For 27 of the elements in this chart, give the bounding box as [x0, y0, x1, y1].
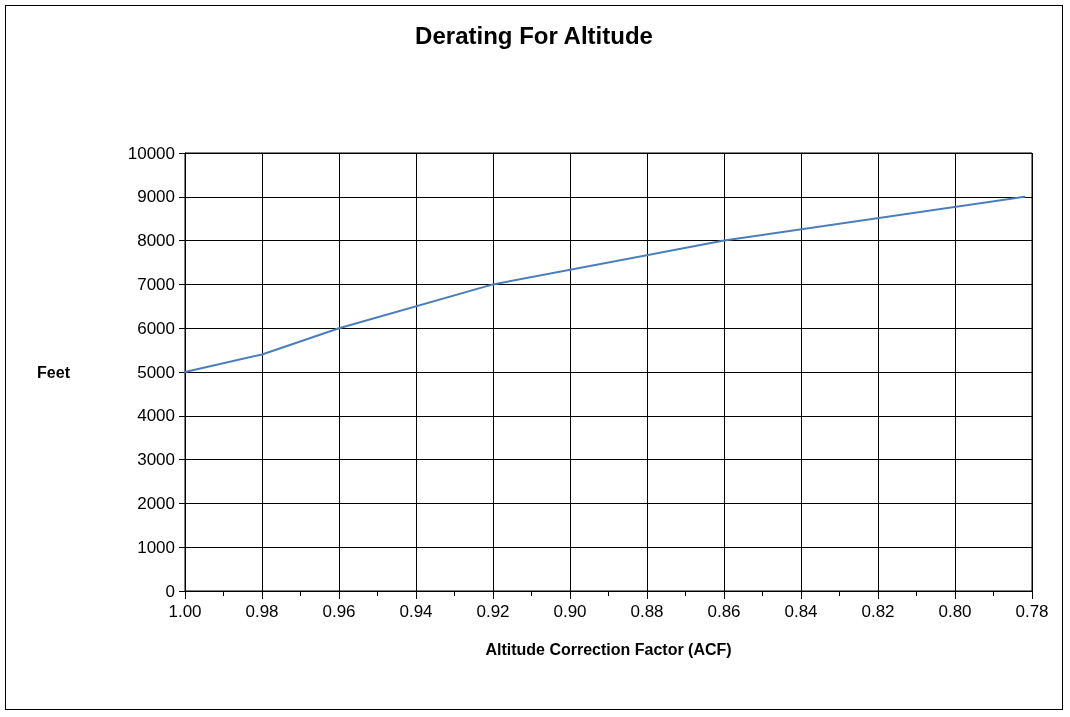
- line-series: [184, 195, 1026, 373]
- y-tick-label: 7000: [137, 274, 175, 294]
- x-tick-label: 0.84: [784, 602, 818, 621]
- y-tick-label: 6000: [137, 318, 175, 338]
- x-tick-label: 0.88: [630, 602, 664, 621]
- x-tick-label: 0.98: [245, 602, 279, 621]
- x-tick-label: 0.92: [476, 602, 510, 621]
- y-tick-label: 1000: [137, 537, 175, 557]
- y-tick-label: 0: [165, 581, 175, 601]
- y-tick-label: 3000: [137, 450, 175, 470]
- y-tick-label: 10000: [127, 143, 175, 163]
- y-tick-label: 2000: [137, 493, 175, 513]
- y-tick-label: 8000: [137, 231, 175, 251]
- y-axis-title: Feet: [37, 363, 71, 381]
- x-tick-label: 0.90: [553, 602, 587, 621]
- y-tick-label: 9000: [137, 187, 175, 207]
- x-tick-label: 0.94: [399, 602, 433, 621]
- chart-title: Derating For Altitude: [415, 21, 653, 49]
- x-tick-label: 0.86: [707, 602, 741, 621]
- x-tick-label: 0.80: [938, 602, 972, 621]
- x-tick-label: 1.00: [168, 602, 202, 621]
- x-tick-label: 0.78: [1015, 602, 1049, 621]
- y-tick-label: 5000: [137, 362, 175, 382]
- y-tick-label: 4000: [137, 406, 175, 426]
- x-tick-label: 0.96: [322, 602, 356, 621]
- x-tick-label: 0.82: [861, 602, 895, 621]
- x-axis-title: Altitude Correction Factor (ACF): [485, 640, 732, 658]
